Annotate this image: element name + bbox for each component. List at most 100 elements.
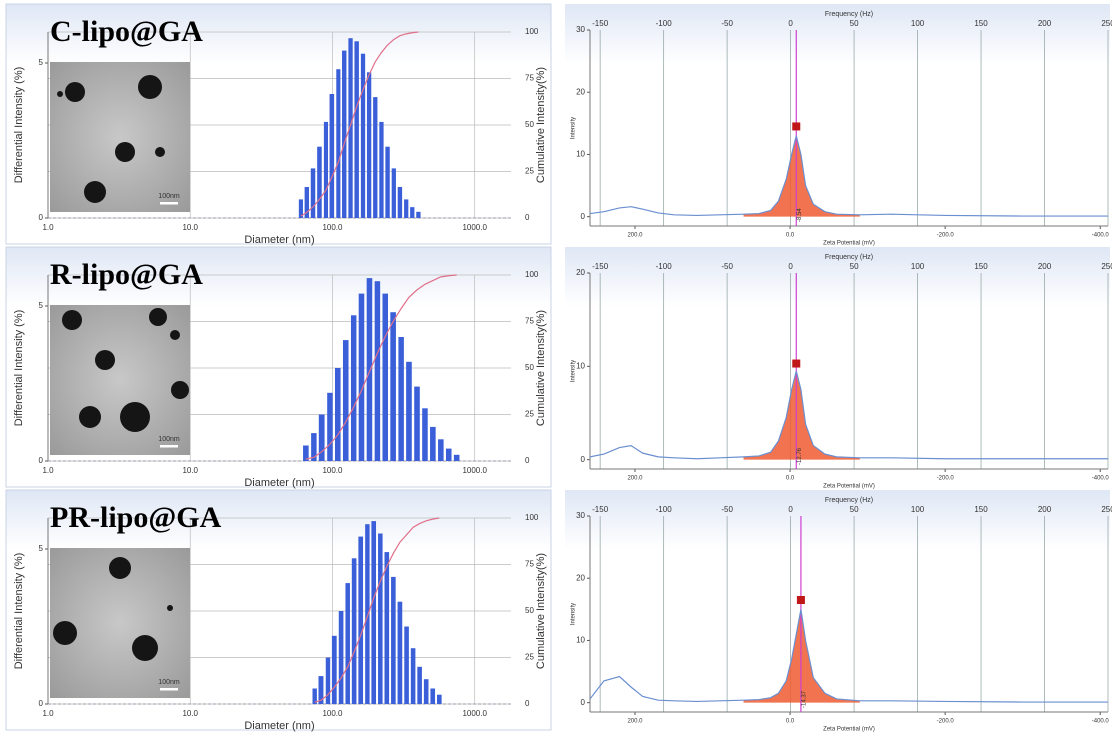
bar	[375, 281, 380, 461]
bar	[342, 51, 346, 218]
x2-tick-label: 250	[1101, 19, 1112, 28]
scale-label: 100nm	[158, 436, 180, 443]
bar	[414, 387, 420, 461]
y-tick-label: 5	[39, 58, 44, 67]
y-tick-label: 20	[576, 87, 585, 96]
bar	[361, 54, 365, 218]
y-tick-label: 10	[576, 636, 585, 645]
bar	[391, 577, 396, 704]
y-axis-label: Differential Intensity (%)	[13, 310, 25, 427]
bar	[454, 455, 460, 461]
y-tick-label: 20	[576, 268, 585, 277]
particle	[155, 147, 165, 157]
bar	[359, 294, 365, 461]
x2-tick-label: 150	[974, 19, 988, 28]
x2-tick-label: 150	[974, 505, 988, 514]
y2-tick-label: 100	[525, 27, 539, 36]
panel-bg	[565, 4, 1110, 244]
x-axis-label: Zeta Potential (mV)	[823, 484, 875, 490]
x2-tick-label: 50	[850, 262, 859, 271]
bar	[373, 97, 377, 218]
bar	[330, 94, 335, 218]
y2-axis-label: Cumulative Intensity(%)	[535, 310, 547, 426]
bar	[398, 337, 403, 461]
y-axis-label: Differential Intensity (%)	[13, 553, 25, 670]
tem-inset: 100nm	[50, 62, 190, 212]
y-tick-label: 0	[581, 212, 586, 221]
x2-tick-label: 200	[1038, 262, 1052, 271]
y2-tick-label: 50	[525, 606, 534, 615]
x-tick-label: -200.0	[937, 476, 955, 482]
bar	[326, 658, 330, 705]
y2-axis-label: Cumulative Intensity(%)	[535, 553, 547, 669]
bar	[398, 187, 402, 218]
x-tick-label: 1.0	[42, 466, 54, 475]
particle	[57, 91, 63, 97]
bar	[352, 558, 357, 704]
scale-bar	[160, 202, 178, 205]
y2-tick-label: 75	[525, 317, 534, 326]
bar	[385, 147, 389, 218]
bar	[379, 122, 383, 218]
x2-tick-label: 50	[850, 505, 859, 514]
bar	[339, 611, 344, 704]
x-axis-label: Diameter (nm)	[244, 720, 314, 732]
bar	[398, 602, 403, 704]
bar	[437, 695, 442, 704]
x2-tick-label: 200	[1038, 19, 1052, 28]
bar	[406, 362, 412, 461]
y2-tick-label: 100	[525, 513, 539, 522]
bar	[332, 636, 337, 704]
figure: 1.010.0100.01000.0025507510005Diameter (…	[0, 0, 1112, 734]
bar	[430, 427, 436, 461]
x2-tick-label: 0	[788, 19, 793, 28]
scale-label: 100nm	[158, 193, 180, 200]
x-tick-label: -200.0	[937, 233, 955, 239]
bar	[336, 69, 340, 218]
x2-axis-label: Frequency (Hz)	[825, 497, 873, 504]
tem-inset: 100nm	[50, 305, 190, 455]
y2-tick-label: 0	[525, 213, 530, 222]
x2-tick-label: -100	[656, 19, 673, 28]
bar	[367, 72, 371, 218]
zeta-panel: -150-100-50050100150200250Frequency (Hz)…	[565, 247, 1112, 490]
y-tick-label: 5	[39, 301, 44, 310]
bar	[365, 524, 369, 704]
y-tick-label: 20	[576, 573, 585, 582]
x2-tick-label: 50	[850, 19, 859, 28]
particle	[170, 330, 180, 340]
bar	[410, 207, 414, 218]
x2-axis-label: Frequency (Hz)	[825, 11, 873, 18]
x2-tick-label: -50	[721, 19, 733, 28]
bar	[417, 667, 422, 704]
bar	[351, 315, 356, 461]
x-tick-label: 0.0	[786, 233, 795, 239]
y2-tick-label: 0	[525, 456, 530, 465]
particle	[109, 557, 131, 579]
x2-tick-label: -50	[721, 505, 733, 514]
x-tick-label: 1000.0	[462, 223, 487, 232]
y-tick-label: 10	[576, 150, 585, 159]
x2-tick-label: 150	[974, 262, 988, 271]
particle	[138, 75, 162, 99]
x-tick-label: 10.0	[182, 223, 198, 232]
y-tick-label: 0	[581, 698, 586, 707]
peak-label: -14.37	[802, 690, 808, 708]
y-tick-label: 0	[39, 213, 44, 222]
x-tick-label: 0.0	[786, 476, 795, 482]
y-axis-label: Intensity	[571, 603, 577, 625]
x-axis-label: Diameter (nm)	[244, 477, 314, 489]
x2-tick-label: -100	[656, 262, 673, 271]
x-tick-label: 10.0	[182, 466, 198, 475]
x2-tick-label: 0	[788, 505, 793, 514]
x-tick-label: 200.0	[627, 476, 643, 482]
panel-title: R-lipo@GA	[50, 258, 203, 291]
zeta-panel: -150-100-50050100150200250Frequency (Hz)…	[565, 4, 1112, 247]
particle	[95, 350, 115, 370]
bar	[378, 534, 383, 705]
y2-tick-label: 50	[525, 363, 534, 372]
x2-tick-label: -100	[656, 505, 673, 514]
particle	[132, 635, 158, 661]
y-tick-label: 0	[39, 699, 44, 708]
